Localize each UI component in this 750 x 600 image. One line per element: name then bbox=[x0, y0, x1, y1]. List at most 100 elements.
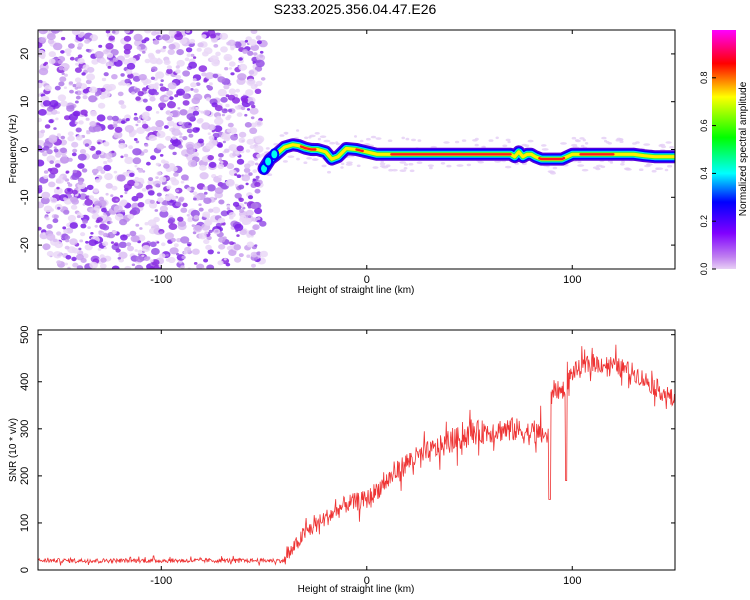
halo-speck bbox=[399, 169, 407, 172]
noise-speck bbox=[193, 225, 203, 233]
noise-speck bbox=[48, 51, 56, 58]
noise-speck bbox=[157, 197, 164, 203]
noise-speck bbox=[142, 115, 149, 121]
halo-speck bbox=[466, 163, 471, 167]
halo-speck bbox=[550, 172, 556, 175]
halo-speck bbox=[429, 166, 433, 170]
noise-speck bbox=[69, 104, 75, 110]
noise-speck bbox=[118, 142, 126, 149]
noise-speck bbox=[168, 223, 178, 231]
noise-speck bbox=[133, 116, 139, 121]
noise-speck bbox=[176, 49, 184, 56]
noise-speck bbox=[77, 163, 85, 169]
noise-speck bbox=[151, 66, 158, 72]
noise-speck bbox=[76, 215, 81, 219]
halo-speck bbox=[607, 142, 612, 145]
halo-speck bbox=[354, 135, 357, 138]
snr-x-tick-label: 100 bbox=[563, 575, 581, 587]
noise-speck bbox=[70, 196, 78, 203]
noise-speck bbox=[227, 108, 233, 113]
noise-speck bbox=[52, 251, 63, 259]
noise-speck bbox=[85, 117, 90, 121]
noise-speck bbox=[130, 235, 140, 243]
noise-speck bbox=[182, 100, 190, 106]
noise-speck bbox=[227, 122, 234, 128]
noise-speck bbox=[244, 163, 251, 169]
halo-speck bbox=[321, 164, 327, 168]
noise-speck bbox=[131, 195, 139, 202]
halo-speck bbox=[664, 168, 669, 172]
noise-speck bbox=[229, 245, 233, 248]
noise-speck bbox=[72, 148, 78, 153]
noise-speck bbox=[44, 85, 52, 92]
noise-speck bbox=[205, 244, 212, 251]
noise-speck bbox=[186, 214, 190, 217]
noise-speck bbox=[171, 128, 181, 136]
noise-speck bbox=[256, 54, 266, 62]
noise-speck bbox=[208, 229, 213, 233]
noise-speck bbox=[236, 145, 244, 152]
noise-speck bbox=[124, 30, 131, 34]
noise-speck bbox=[186, 128, 193, 134]
noise-speck bbox=[242, 217, 252, 225]
noise-speck bbox=[75, 127, 82, 133]
noise-speck bbox=[163, 59, 171, 66]
noise-speck bbox=[149, 57, 159, 64]
noise-speck bbox=[192, 191, 198, 196]
snr-y-tick-label: 200 bbox=[19, 467, 31, 485]
halo-speck bbox=[323, 139, 331, 143]
noise-speck bbox=[256, 153, 262, 159]
noise-speck bbox=[156, 241, 160, 244]
noise-speck bbox=[217, 76, 226, 83]
noise-speck bbox=[164, 232, 174, 240]
noise-speck bbox=[159, 231, 164, 235]
noise-speck bbox=[177, 216, 184, 222]
noise-speck bbox=[166, 185, 172, 190]
noise-speck bbox=[135, 123, 139, 127]
noise-speck bbox=[173, 172, 179, 177]
noise-speck bbox=[159, 205, 168, 213]
noise-speck bbox=[192, 78, 197, 82]
noise-speck bbox=[81, 72, 86, 76]
noise-speck bbox=[212, 206, 221, 214]
noise-speck bbox=[41, 191, 51, 199]
noise-speck bbox=[144, 58, 151, 64]
noise-speck bbox=[84, 143, 90, 147]
noise-speck bbox=[79, 149, 87, 154]
noise-speck bbox=[217, 143, 223, 148]
noise-speck bbox=[54, 85, 61, 91]
noise-speck bbox=[164, 125, 169, 129]
noise-speck bbox=[248, 172, 253, 176]
noise-speck bbox=[172, 151, 177, 156]
noise-speck bbox=[226, 204, 231, 208]
noise-speck bbox=[82, 95, 88, 100]
noise-speck bbox=[248, 69, 258, 77]
noise-speck bbox=[91, 168, 99, 174]
noise-speck bbox=[148, 83, 155, 90]
noise-speck bbox=[111, 74, 118, 80]
noise-speck bbox=[53, 42, 63, 51]
noise-speck bbox=[145, 79, 152, 84]
noise-speck bbox=[160, 79, 164, 82]
noise-speck bbox=[49, 160, 54, 165]
noise-speck bbox=[178, 121, 183, 125]
halo-speck bbox=[388, 168, 394, 172]
spectrogram-y-tick-label: 0 bbox=[19, 146, 31, 152]
noise-speck bbox=[85, 240, 89, 244]
noise-speck bbox=[177, 144, 183, 149]
noise-speck bbox=[229, 241, 234, 246]
noise-speck bbox=[103, 141, 110, 147]
noise-speck bbox=[224, 67, 229, 71]
noise-speck bbox=[129, 230, 137, 237]
noise-speck bbox=[111, 265, 120, 269]
noise-speck bbox=[202, 211, 211, 218]
noise-speck bbox=[46, 33, 56, 41]
snr-x-tick-label: 0 bbox=[364, 575, 370, 587]
noise-speck bbox=[146, 161, 151, 166]
noise-speck bbox=[230, 72, 235, 76]
noise-speck bbox=[233, 244, 242, 251]
noise-speck bbox=[208, 82, 213, 86]
noise-speck bbox=[180, 207, 188, 213]
noise-speck bbox=[196, 118, 203, 124]
noise-speck bbox=[182, 136, 188, 141]
